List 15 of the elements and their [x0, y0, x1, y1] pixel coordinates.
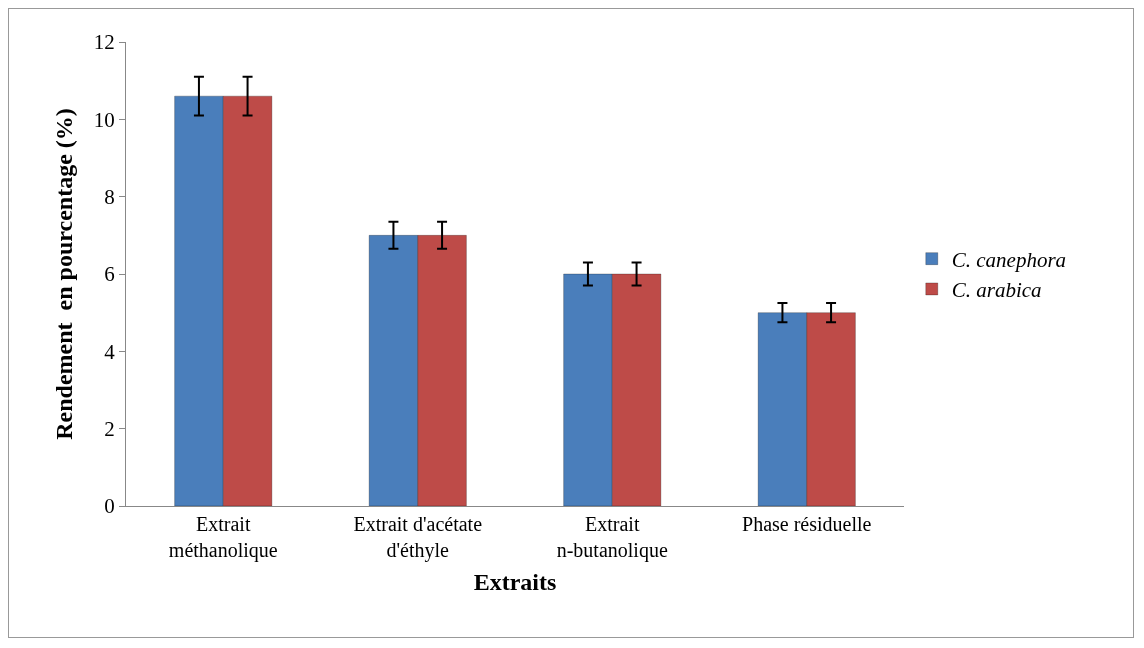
y-tick-label: 6 — [104, 262, 115, 287]
y-tick-label: 12 — [93, 30, 115, 55]
legend-label: C. canephora — [951, 247, 1067, 272]
y-tick-label: 2 — [104, 417, 115, 442]
x-tick-label: Extrait méthanolique — [168, 513, 278, 562]
y-axis-title: Rendement en pourcentage (%) — [50, 108, 77, 440]
x-tick-label: Extrait n-butanolique — [556, 513, 668, 562]
legend-label: C. arabica — [951, 278, 1042, 303]
y-tick-label: 4 — [104, 339, 116, 364]
x-tick-label: Phase résiduelle — [742, 513, 872, 535]
x-tick-label: Extrait d'acétate d'éthyle — [353, 513, 483, 562]
y-tick-label: 8 — [104, 185, 115, 210]
x-axis-title: Extraits — [473, 569, 557, 596]
y-tick-label: 10 — [93, 107, 115, 132]
y-tick-label: 0 — [104, 494, 115, 519]
